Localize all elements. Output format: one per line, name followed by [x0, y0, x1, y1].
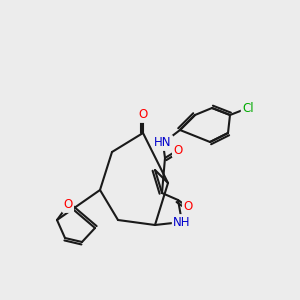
- Text: Cl: Cl: [242, 101, 254, 115]
- Text: O: O: [138, 109, 148, 122]
- Text: NH: NH: [173, 215, 191, 229]
- Text: HN: HN: [154, 136, 172, 149]
- Text: O: O: [183, 200, 193, 214]
- Text: O: O: [63, 199, 73, 212]
- Text: O: O: [173, 143, 183, 157]
